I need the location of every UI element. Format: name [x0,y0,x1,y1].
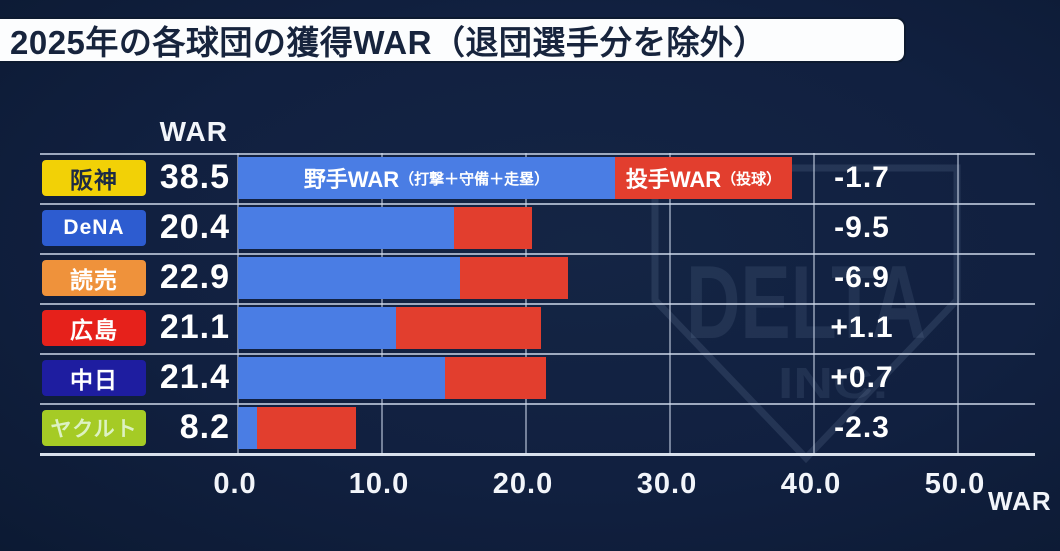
war-diff-value: -1.7 [834,161,890,194]
gridline-horizontal [40,403,1035,405]
team-war-value: 20.4 [159,208,230,246]
pitcher-war-bar [454,207,532,249]
x-axis-tick-label: 30.0 [636,468,698,500]
fielder-war-bar: 野手WAR （打撃＋守備＋走塁） [238,157,615,199]
pitcher-war-bar [396,307,541,349]
team-badge: DeNA [42,210,146,246]
pitcher-war-legend-sub: （投球） [721,170,782,188]
pitcher-war-bar [257,407,356,449]
team-war-value: 21.1 [159,308,230,346]
team-war-value: 38.5 [159,158,230,196]
team-badge: 読売 [42,260,146,296]
pitcher-war-legend: 投手WAR [625,167,722,192]
war-diff-value: -6.9 [834,261,890,294]
war-diff-value: -2.3 [834,411,890,444]
team-war-value: 8.2 [179,408,230,446]
fielder-war-legend: 野手WAR [303,167,400,192]
x-axis-tick-label: 10.0 [348,468,410,500]
page-title: 2025年の各球団の獲得WAR（退団選手分を除外） [10,24,767,61]
war-diff-value: +0.7 [830,361,894,394]
x-axis-tick-label: 20.0 [492,468,554,500]
war-diff-value: +1.1 [830,311,894,344]
x-axis-tick-label: 0.0 [213,468,257,500]
fielder-war-bar [238,207,454,249]
team-badge: 広島 [42,310,146,346]
team-badge: 阪神 [42,160,146,196]
gridline-horizontal [40,203,1035,205]
war-column-header: WAR [159,116,228,147]
gridline-horizontal [40,453,1035,456]
team-badge: ヤクルト [42,410,146,446]
title-bar: 2025年の各球団の獲得WAR（退団選手分を除外） [0,17,906,63]
fielder-war-bar [238,357,445,399]
war-diff-value: -9.5 [834,211,890,244]
x-axis-tick-label: 40.0 [780,468,842,500]
team-badge: 中日 [42,360,146,396]
team-war-value: 21.4 [159,358,230,396]
fielder-war-bar [238,257,460,299]
x-axis-tick-label: 50.0 [924,468,986,500]
gridline-horizontal [40,353,1035,355]
pitcher-war-bar: 投手WAR （投球） [615,157,792,199]
gridline-horizontal [40,253,1035,255]
axis-unit-label: WAR [988,486,1052,516]
fielder-war-legend-sub: （打撃＋守備＋走塁） [399,170,550,188]
fielder-war-bar [238,307,396,349]
gridline-horizontal [40,303,1035,305]
team-war-value: 22.9 [159,258,230,296]
pitcher-war-bar [445,357,546,399]
gridline-horizontal [40,153,1035,155]
fielder-war-bar [238,407,257,449]
pitcher-war-bar [460,257,568,299]
